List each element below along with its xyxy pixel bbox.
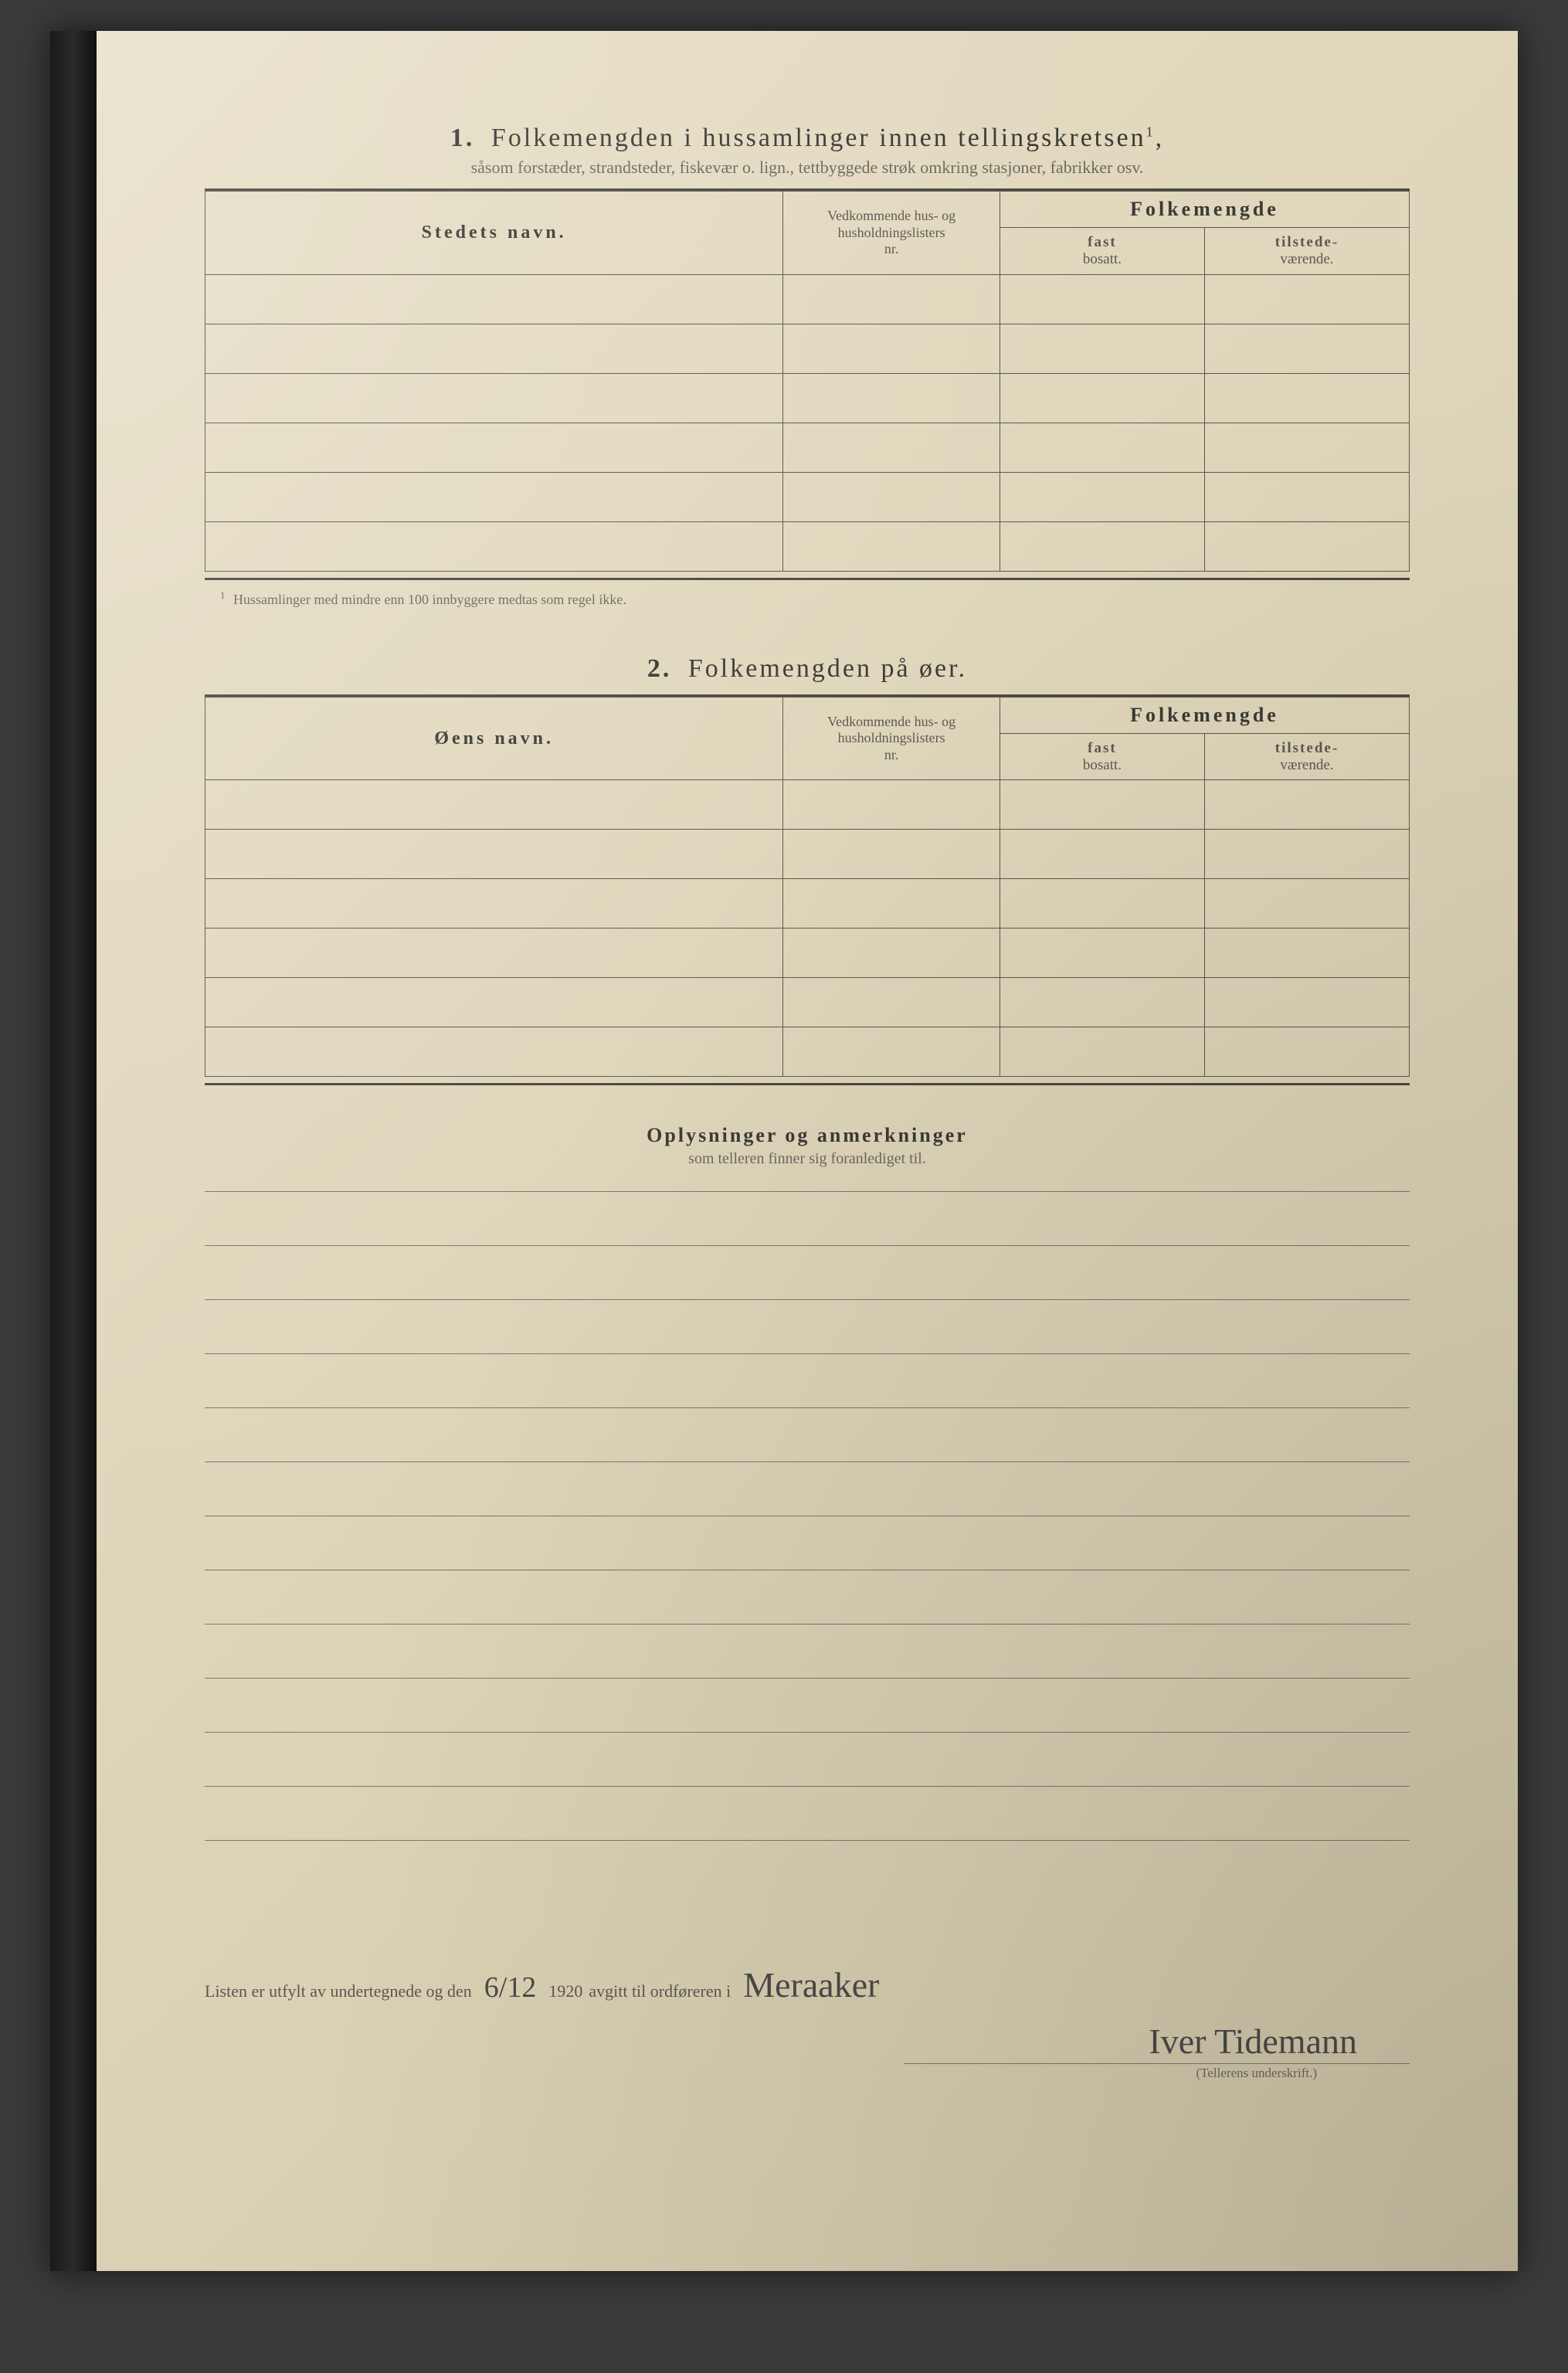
signature-row: Iver Tidemann (205, 2021, 1410, 2062)
footer-signature-handwritten: Iver Tidemann (1142, 2022, 1363, 2061)
table-row (205, 423, 1410, 472)
s1-hdr-fast-s: bosatt. (1083, 251, 1122, 267)
ruled-line (205, 1246, 1410, 1300)
s2-body (205, 780, 1410, 1077)
signature-line: Listen er utfylt av undertegnede og den … (205, 1964, 1410, 2005)
section1-number: 1. (450, 124, 475, 152)
table-row (205, 472, 1410, 521)
s1-hdr-til-s: værende. (1280, 251, 1333, 267)
table-row (205, 780, 1410, 830)
s2-hdr-nr-l2: husholdningslisters (838, 730, 945, 745)
ruled-line (205, 1787, 1410, 1841)
section2-table: Øens navn. Vedkommende hus- og husholdni… (205, 697, 1410, 1078)
section3-lines (205, 1191, 1410, 1841)
ruled-line (205, 1462, 1410, 1516)
signature-caption: (Tellerens underskrift.) (904, 2063, 1410, 2081)
book-spine (50, 31, 97, 2271)
ruled-line (205, 1733, 1410, 1787)
s2-hdr-til-s: værende. (1280, 757, 1333, 773)
table-row (205, 373, 1410, 423)
table-row (205, 830, 1410, 879)
section1-title: 1. Folkemengden i hussamlinger innen tel… (205, 124, 1410, 153)
footer-mid: avgitt til ordføreren i (589, 1981, 731, 2001)
s2-hdr-fast-b: fast (1088, 740, 1117, 756)
section1-title-punct: , (1156, 124, 1165, 152)
s2-hdr-nr-l3: nr. (884, 747, 899, 762)
section2-title: 2. Folkemengden på øer. (205, 654, 1410, 684)
ruled-line (205, 1192, 1410, 1246)
s1-hdr-nr: Vedkommende hus- og husholdningslisters … (783, 192, 1000, 275)
table-row (205, 324, 1410, 373)
section1-table: Stedets navn. Vedkommende hus- og hushol… (205, 191, 1410, 572)
s2-hdr-til: tilstede- værende. (1204, 733, 1409, 780)
s2-hdr-nr: Vedkommende hus- og husholdningslisters … (783, 697, 1000, 780)
s1-hdr-nr-l3: nr. (884, 241, 899, 256)
document-page: 1. Folkemengden i hussamlinger innen tel… (97, 31, 1518, 2271)
footnote-marker: 1 (220, 589, 226, 601)
section1-footnote: 1 Hussamlinger med mindre enn 100 innbyg… (220, 589, 1410, 608)
s1-hdr-til-b: tilstede- (1275, 234, 1339, 250)
section1-title-text: Folkemengden i hussamlinger innen tellin… (491, 124, 1146, 152)
footer-date-handwritten: 6/12 (478, 1971, 543, 2005)
ruled-line (205, 1679, 1410, 1733)
s2-hdr-fast-s: bosatt. (1083, 757, 1122, 773)
section2-number: 2. (647, 654, 672, 683)
footer-place-handwritten: Meraaker (737, 1964, 885, 2005)
s1-hdr-til: tilstede- værende. (1204, 228, 1409, 275)
s1-hdr-nr-l2: husholdningslisters (838, 225, 945, 240)
section1-table-wrap: Stedets navn. Vedkommende hus- og hushol… (205, 188, 1410, 580)
s2-hdr-name: Øens navn. (205, 697, 783, 780)
ruled-line (205, 1408, 1410, 1462)
s2-hdr-til-b: tilstede- (1275, 740, 1339, 756)
s1-hdr-folke: Folkemengde (1000, 192, 1409, 228)
ruled-line (205, 1300, 1410, 1354)
section2-title-text: Folkemengden på øer. (688, 654, 967, 683)
table-row (205, 521, 1410, 571)
s1-hdr-nr-l1: Vedkommende hus- og (827, 208, 955, 223)
table-row (205, 879, 1410, 928)
s1-hdr-fast: fast bosatt. (1000, 228, 1204, 275)
s2-hdr-folke: Folkemengde (1000, 697, 1409, 733)
s2-hdr-nr-l1: Vedkommende hus- og (827, 714, 955, 729)
footer-year: 1920 (548, 1981, 582, 2001)
section1-title-sup: 1 (1146, 124, 1156, 140)
s2-hdr-fast: fast bosatt. (1000, 733, 1204, 780)
ruled-line (205, 1624, 1410, 1679)
s1-hdr-fast-b: fast (1088, 234, 1117, 250)
s1-hdr-name: Stedets navn. (205, 192, 783, 275)
table-row (205, 274, 1410, 324)
table-row (205, 928, 1410, 978)
footer-block: Listen er utfylt av undertegnede og den … (205, 1964, 1410, 2081)
ruled-line (205, 1570, 1410, 1624)
section1-subtitle: såsom forstæder, strandsteder, fiskevær … (205, 158, 1410, 178)
footnote-text: Hussamlinger med mindre enn 100 innbygge… (233, 592, 626, 607)
ruled-line (205, 1354, 1410, 1408)
s1-body (205, 274, 1410, 571)
section2-table-wrap: Øens navn. Vedkommende hus- og husholdni… (205, 694, 1410, 1086)
section3-title: Oplysninger og anmerkninger (205, 1124, 1410, 1147)
table-row (205, 1027, 1410, 1077)
ruled-line (205, 1516, 1410, 1570)
section3-subtitle: som telleren finner sig foranlediget til… (205, 1150, 1410, 1168)
table-row (205, 978, 1410, 1027)
footer-prefix: Listen er utfylt av undertegnede og den (205, 1981, 472, 2001)
